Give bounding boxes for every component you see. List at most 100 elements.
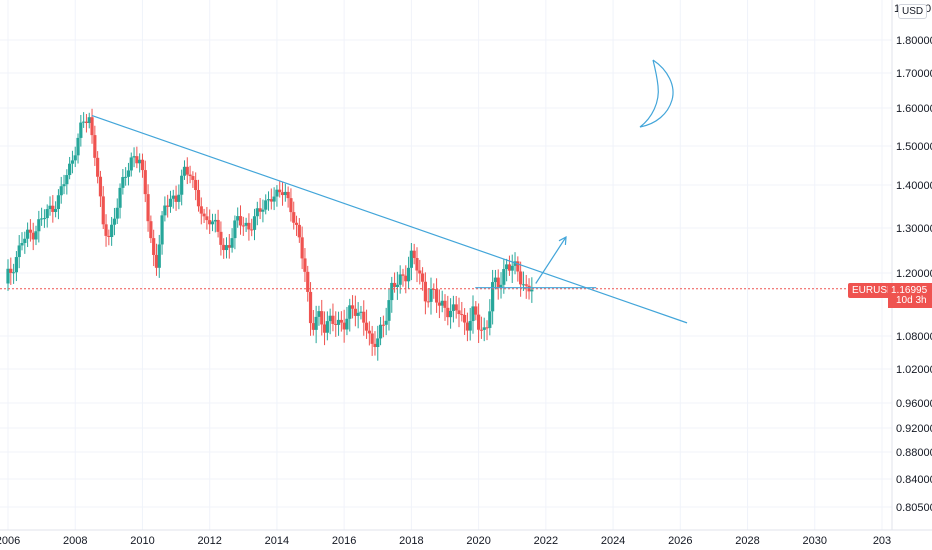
candle-body — [530, 289, 534, 292]
candle-body — [348, 305, 352, 319]
candle-body — [28, 229, 33, 233]
candle-body — [177, 194, 181, 202]
candle-body — [34, 231, 38, 240]
candle-body — [101, 196, 105, 225]
arrow-shaft — [535, 236, 567, 284]
candle-body — [174, 195, 178, 202]
candle-body — [216, 219, 220, 232]
horizontal-gridlines — [0, 39, 892, 508]
candles — [6, 108, 534, 361]
x-tick-label: 2006 — [0, 535, 20, 547]
candle-body — [12, 272, 16, 274]
candle-body — [37, 219, 41, 232]
candle-body — [286, 191, 290, 199]
currency-badge[interactable]: USD — [898, 4, 928, 19]
y-tick-label: 0.80500 — [896, 502, 932, 514]
candle-body — [404, 275, 408, 282]
x-tick-label: 2014 — [265, 535, 289, 547]
candle-body — [230, 238, 234, 248]
candle-body — [194, 179, 198, 191]
candle-body — [54, 208, 58, 212]
projection-arrow[interactable] — [535, 235, 567, 284]
candle-body — [322, 324, 327, 333]
candle-body — [521, 284, 526, 286]
candle-body — [420, 273, 425, 282]
candle-body — [224, 245, 229, 251]
candle-body — [124, 176, 128, 178]
candle-body — [121, 177, 125, 188]
candle-body — [152, 238, 156, 255]
candle-body — [132, 156, 136, 158]
candle-body — [48, 205, 52, 210]
candle-body — [524, 284, 528, 286]
x-tick-label: 2024 — [601, 535, 625, 547]
arrow-head — [558, 235, 567, 246]
descending-trendline[interactable] — [91, 115, 688, 324]
candle-body — [146, 194, 150, 222]
candle-body — [334, 323, 338, 325]
candle-body — [440, 300, 444, 306]
candle-body — [373, 343, 377, 348]
candle-body — [90, 117, 94, 136]
candle-body — [482, 327, 486, 330]
candle-body — [149, 221, 153, 239]
candle-body — [339, 319, 343, 323]
candle-body — [463, 314, 467, 323]
candle-body — [104, 224, 108, 236]
x-tick-label: 2020 — [466, 535, 490, 547]
candle-body — [261, 209, 265, 212]
candle-body — [188, 174, 192, 177]
y-tick-label: 1.02000 — [896, 364, 932, 376]
candle-body — [381, 324, 385, 326]
y-tick-label: 0.88000 — [896, 447, 932, 459]
candle-body — [364, 322, 369, 331]
candle-body — [79, 122, 83, 138]
top-tick-suffix: 0 — [925, 3, 931, 15]
candle-body — [213, 219, 217, 222]
candle-body — [499, 284, 503, 288]
candle-body — [292, 212, 296, 223]
candle-body — [502, 269, 506, 285]
candle-body — [457, 310, 461, 315]
candle-body — [45, 209, 49, 219]
candle-body — [519, 271, 523, 285]
candle-body — [454, 304, 458, 311]
candle-body — [336, 319, 341, 325]
candle-body — [56, 195, 61, 209]
candle-body — [415, 258, 419, 271]
candle-body — [362, 311, 366, 323]
time-axis-ticks: 2006 2008 2010 2012 2014 2016 2018 2020 2022 2024… — [0, 535, 891, 547]
candle-body — [93, 135, 97, 158]
candle-body — [154, 254, 159, 268]
candle-body — [110, 224, 114, 237]
candle-body — [70, 160, 75, 164]
candle-body — [84, 121, 89, 124]
candle-body — [129, 157, 133, 171]
candle-body — [437, 302, 441, 306]
candle-body — [342, 322, 346, 330]
candle-body — [82, 121, 86, 123]
x-tick-label: 2022 — [534, 535, 558, 547]
candle-body — [59, 186, 63, 196]
candle-body — [233, 220, 237, 239]
candle-body — [126, 170, 131, 177]
candle-body — [423, 281, 427, 302]
candle-body — [160, 215, 164, 245]
candle-body — [9, 268, 13, 273]
candle-body — [325, 321, 329, 333]
candle-body — [196, 190, 201, 207]
candle-body — [20, 242, 24, 246]
candle-body — [247, 222, 251, 230]
candle-body — [264, 200, 268, 210]
candle-body — [236, 216, 240, 221]
candle-body — [328, 315, 332, 322]
candle-body — [513, 261, 517, 266]
candle-body — [185, 166, 189, 175]
candle-body — [446, 307, 450, 318]
candle-body — [199, 206, 203, 214]
candle-body — [331, 315, 335, 324]
candle-body — [432, 288, 436, 290]
candle-body — [241, 225, 245, 227]
